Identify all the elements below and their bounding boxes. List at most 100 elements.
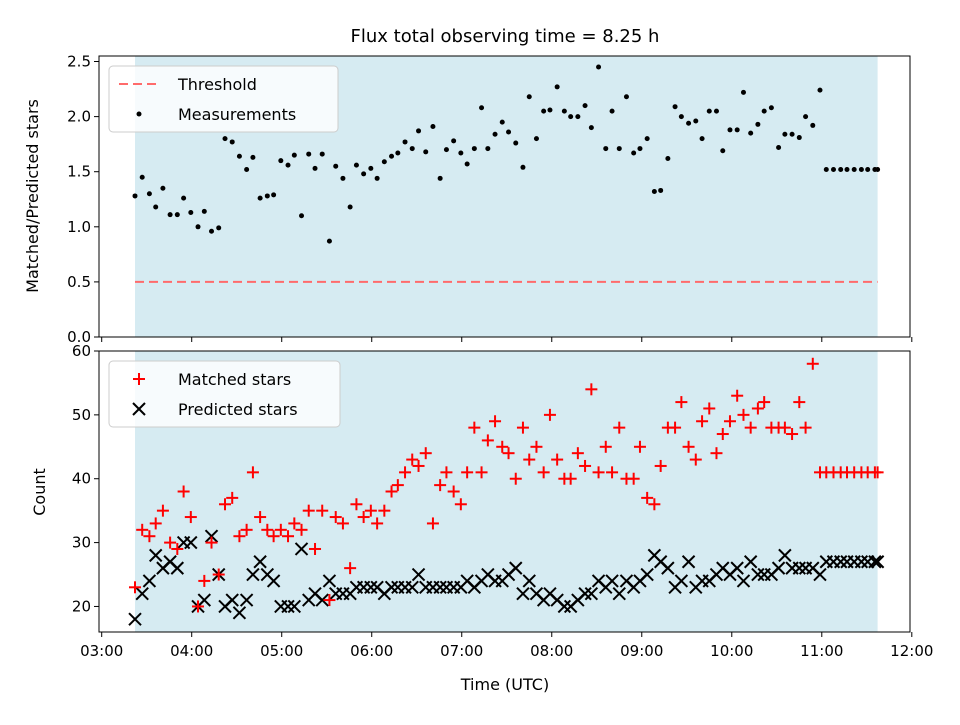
- predicted-star-point: [736, 574, 751, 588]
- predicted-star-point: [128, 612, 142, 626]
- measurement-point: [201, 208, 207, 214]
- predicted-star-point: [405, 580, 419, 595]
- measurement-point: [706, 108, 712, 114]
- matched-star-point: [295, 523, 308, 536]
- matched-star-point: [627, 472, 640, 485]
- predicted-star-point: [411, 567, 426, 582]
- ratio-x-ticks: [101, 337, 913, 342]
- matched-star-point: [641, 491, 654, 504]
- predicted-star-point: [281, 599, 295, 614]
- matched-star-point: [164, 536, 177, 549]
- predicted-star-point: [204, 529, 219, 543]
- measurement-point: [160, 185, 166, 191]
- predicted-stars-legend-swatch: [132, 402, 146, 416]
- predicted-star-point: [730, 561, 744, 575]
- measurement-point: [389, 153, 395, 159]
- measurements-legend-label: Measurements: [178, 105, 296, 124]
- matched-star-point: [648, 498, 661, 511]
- matched-star-point: [412, 459, 425, 472]
- measurement-point: [651, 189, 657, 195]
- measurement-point: [686, 120, 692, 126]
- measurement-point: [368, 165, 374, 171]
- predicted-star-point: [870, 555, 885, 569]
- measurement-point: [568, 114, 574, 120]
- measurement-point: [561, 108, 567, 114]
- measurement-point: [222, 136, 228, 142]
- measurement-point: [761, 108, 767, 114]
- matched-star-point: [737, 408, 750, 421]
- measurement-point: [533, 136, 539, 142]
- measurement-point: [443, 147, 449, 153]
- predicted-star-point: [246, 567, 260, 582]
- measurement-point: [596, 64, 602, 70]
- measurement-point: [520, 164, 526, 170]
- measurement-point: [858, 167, 864, 173]
- matched-star-point: [744, 421, 757, 434]
- measurement-point: [588, 125, 594, 131]
- predicted-star-point: [294, 542, 309, 556]
- predicted-star-point: [640, 567, 654, 582]
- measurement-point: [665, 155, 671, 161]
- matched-star-point: [357, 511, 370, 524]
- measurement-point: [513, 140, 519, 146]
- predicted-star-point: [605, 574, 619, 588]
- measurement-point: [188, 209, 194, 215]
- measurement-point: [803, 114, 809, 120]
- count-x-tick-label: 06:00: [350, 642, 393, 660]
- predicted-star-point: [433, 580, 447, 595]
- count-x-ticks: 03:00 04:00 05:00 06:00 07:00 08:00 09:00 10:00…: [80, 632, 933, 660]
- matched-star-point: [654, 459, 667, 472]
- predicted-star-point: [142, 574, 157, 588]
- matched-star-point: [440, 466, 453, 479]
- predicted-stars-legend-label: Predicted stars: [178, 400, 298, 419]
- measurement-point: [506, 129, 512, 135]
- matched-star-point: [385, 485, 398, 498]
- measurement-point: [458, 150, 464, 156]
- predicted-star-point: [148, 548, 163, 563]
- count-x-tick-label: 10:00: [710, 642, 753, 660]
- predicted-star-point: [287, 599, 302, 614]
- count-x-tick-label: 08:00: [530, 642, 573, 660]
- predicted-star-point: [833, 555, 848, 569]
- count-y-ticks: 20 30 40 50 60: [72, 342, 99, 615]
- predicted-star-point: [522, 574, 536, 588]
- count-x-tick-label: 05:00: [260, 642, 303, 660]
- count-y-tick-label: 50: [72, 406, 91, 424]
- matched-star-point: [758, 396, 771, 409]
- measurement-point: [229, 139, 235, 145]
- measurement-point: [844, 167, 850, 173]
- matched-star-point: [274, 523, 287, 536]
- matched-star-point: [323, 594, 336, 607]
- measurement-point: [740, 89, 746, 95]
- measurement-point: [492, 131, 498, 137]
- measurement-point: [789, 131, 795, 137]
- measurement-point: [658, 187, 664, 193]
- measurement-point: [623, 94, 629, 100]
- measurement-point: [631, 150, 637, 156]
- matched-star-point: [336, 517, 349, 530]
- matched-star-point: [496, 440, 509, 453]
- chart-title: Flux total observing time = 8.25 h: [351, 26, 660, 47]
- matched-star-point: [246, 466, 259, 479]
- measurement-point: [693, 118, 699, 124]
- matched-star-point: [288, 517, 301, 530]
- matched-star-point: [136, 523, 149, 536]
- matched-star-point: [571, 447, 584, 460]
- matched-star-point: [302, 504, 315, 517]
- measurement-point: [782, 131, 788, 137]
- count-x-tick-label: 12:00: [890, 642, 933, 660]
- measurement-point: [575, 114, 581, 120]
- matched-star-point: [267, 530, 280, 543]
- matched-star-point: [799, 421, 812, 434]
- measurement-point: [250, 154, 256, 160]
- ratio-y-ticks: 0.0 0.5 1.0 1.5 2.0 2.5: [67, 53, 99, 346]
- matched-star-point: [198, 574, 211, 587]
- measurement-point: [817, 87, 823, 93]
- count-panel-frame: [98, 350, 911, 633]
- measurement-point: [340, 175, 346, 181]
- measurement-point: [402, 139, 408, 145]
- measurement-point: [299, 213, 305, 219]
- ratio-y-tick-label: 2.5: [67, 53, 91, 71]
- measurement-point: [319, 151, 325, 157]
- measurement-point: [326, 238, 332, 244]
